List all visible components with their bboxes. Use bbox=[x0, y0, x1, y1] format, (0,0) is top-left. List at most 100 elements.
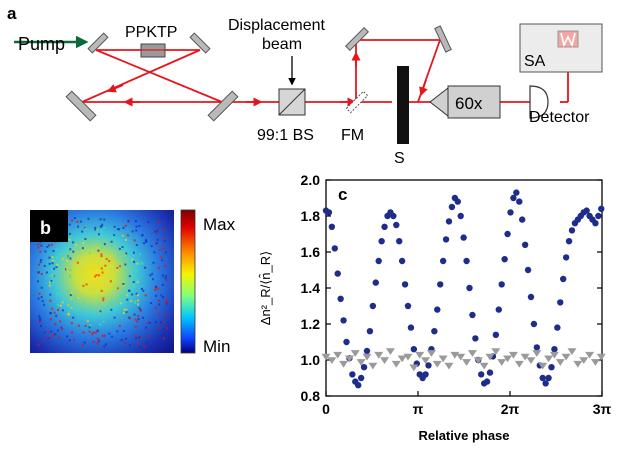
x-tick-label: 0 bbox=[322, 401, 330, 417]
data-point bbox=[466, 284, 473, 292]
sample-s bbox=[397, 66, 409, 144]
data-point bbox=[555, 359, 565, 366]
data-point bbox=[516, 198, 523, 205]
data-point bbox=[375, 257, 382, 265]
mirror-3 bbox=[65, 90, 97, 122]
colorbar-max: Max bbox=[203, 215, 236, 234]
data-point bbox=[510, 194, 517, 202]
x-axis: 0 π 2π 3π bbox=[322, 391, 612, 417]
data-point bbox=[434, 306, 441, 313]
y-tick-label: 0.8 bbox=[301, 388, 321, 404]
data-point bbox=[595, 212, 602, 220]
data-point bbox=[343, 338, 350, 346]
data-point bbox=[524, 266, 532, 274]
data-point bbox=[513, 189, 520, 196]
objective-60x bbox=[429, 85, 501, 119]
mirror-4 bbox=[207, 90, 239, 122]
data-point bbox=[396, 238, 403, 245]
data-point bbox=[579, 357, 589, 365]
data-point bbox=[362, 353, 372, 361]
data-point bbox=[467, 350, 477, 357]
data-point bbox=[532, 350, 542, 357]
data-point bbox=[421, 357, 431, 365]
data-point bbox=[339, 360, 349, 368]
data-point bbox=[337, 295, 344, 302]
data-point bbox=[549, 351, 559, 359]
data-point bbox=[445, 218, 453, 225]
spectrum-analyzer bbox=[519, 23, 603, 73]
data-point bbox=[544, 355, 554, 363]
data-point bbox=[409, 364, 419, 372]
data-point bbox=[562, 254, 570, 261]
colorbar-min: Min bbox=[203, 337, 230, 356]
y-tick-label: 1.6 bbox=[301, 244, 321, 260]
data-point bbox=[366, 328, 374, 335]
y-tick-label: 1.2 bbox=[301, 316, 321, 332]
data-point bbox=[596, 353, 606, 361]
data-point bbox=[526, 357, 536, 365]
data-point bbox=[422, 371, 429, 378]
x-tick-label: 2π bbox=[501, 401, 520, 417]
y-tick-label: 1.0 bbox=[301, 352, 321, 368]
detector bbox=[529, 85, 549, 119]
data-point bbox=[380, 357, 390, 365]
data-point bbox=[514, 360, 524, 368]
data-point bbox=[372, 279, 379, 286]
data-point bbox=[403, 353, 413, 361]
data-point bbox=[497, 359, 507, 366]
data-point bbox=[501, 256, 508, 263]
data-point bbox=[456, 353, 466, 361]
data-point bbox=[507, 209, 514, 216]
panel-b-label-box bbox=[30, 210, 68, 242]
data-point bbox=[573, 360, 583, 368]
data-point bbox=[560, 275, 567, 283]
data-point bbox=[340, 317, 347, 324]
data-point bbox=[327, 357, 337, 365]
data-point bbox=[478, 371, 485, 378]
data-point bbox=[325, 209, 333, 216]
data-point bbox=[426, 350, 436, 357]
data-point bbox=[533, 344, 541, 351]
mirror-1 bbox=[87, 32, 109, 54]
data-point bbox=[530, 320, 538, 328]
beam-splitter bbox=[278, 88, 306, 116]
data-point bbox=[495, 306, 502, 313]
data-point bbox=[539, 374, 546, 382]
data-point bbox=[321, 353, 331, 361]
detector-label: Detector bbox=[529, 109, 590, 126]
data-point bbox=[498, 281, 505, 288]
data-point bbox=[333, 351, 343, 359]
data-point bbox=[407, 324, 415, 331]
series-1 bbox=[321, 348, 606, 372]
objective-label: 60x bbox=[455, 94, 483, 113]
y-axis-label: Δn²_R/⟨n̂_R⟩ bbox=[258, 251, 273, 325]
data-point bbox=[439, 257, 447, 265]
data-point bbox=[567, 348, 577, 356]
data-point bbox=[472, 335, 479, 342]
bs-label: 99:1 BS bbox=[257, 127, 314, 144]
data-point bbox=[504, 230, 511, 238]
data-point bbox=[385, 348, 395, 356]
data-point bbox=[369, 302, 377, 310]
panel-c-chart: 0.8 1.0 1.2 1.4 1.6 1.8 2.0 0 π 2π 3π c Relative … bbox=[258, 172, 612, 443]
data-point bbox=[551, 346, 558, 353]
data-point bbox=[328, 223, 336, 230]
data-point bbox=[568, 227, 576, 234]
panel-c-label: c bbox=[338, 185, 347, 204]
data-point bbox=[519, 216, 526, 223]
data-point bbox=[454, 198, 461, 205]
pump-label: Pump bbox=[18, 34, 65, 54]
data-point bbox=[350, 350, 360, 357]
data-point bbox=[444, 362, 454, 370]
data-point bbox=[538, 362, 548, 370]
mirror-5 bbox=[344, 26, 370, 52]
data-point bbox=[393, 221, 400, 229]
data-series bbox=[321, 189, 606, 389]
data-point bbox=[462, 359, 472, 366]
y-tick-label: 1.4 bbox=[301, 280, 321, 296]
data-point bbox=[363, 347, 371, 355]
data-point bbox=[469, 311, 476, 319]
data-point bbox=[415, 351, 425, 359]
sa-label: SA bbox=[524, 53, 546, 70]
fm-label: FM bbox=[341, 127, 364, 144]
